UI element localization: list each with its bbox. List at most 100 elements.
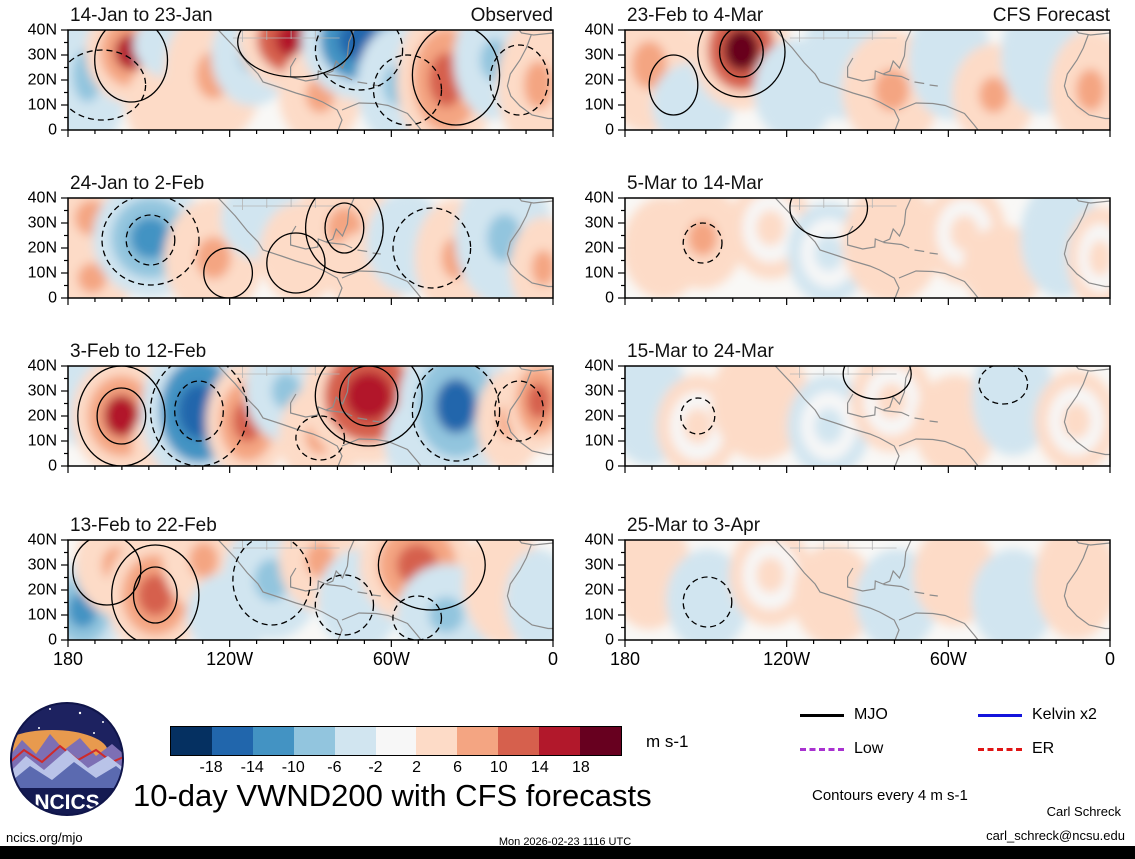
colorbar-bar <box>170 726 622 756</box>
map-panel: 5-Mar to 14-Mar 40N 30N 20N 10N 0 <box>585 173 1111 307</box>
lat-tick-label: 40N <box>585 532 614 549</box>
colorbar-segment <box>171 727 212 755</box>
legend-item-mjo: MJO <box>800 706 978 724</box>
ncics-logo-image: NCICS <box>10 702 124 816</box>
colorbar-segment <box>498 727 540 755</box>
site-url: ncics.org/mjo <box>6 830 83 845</box>
mjo-contours <box>682 576 733 628</box>
lon-tick-label: 0 <box>548 649 558 669</box>
lat-tick-label: 20N <box>28 240 57 257</box>
lat-tick-label: 30N <box>585 215 614 232</box>
coastlines <box>774 30 1110 130</box>
lat-tick-label: 30N <box>28 557 57 574</box>
state-borders <box>789 30 897 42</box>
lat-tick-label: 10N <box>28 433 57 450</box>
panel-date-range: 25-Mar to 3-Apr <box>627 515 761 536</box>
lat-tick-label: 0 <box>605 632 614 649</box>
timestamp: Mon 2026-02-23 1116 UTC <box>498 836 632 848</box>
map-plot: 40N 30N 20N 10N 0 <box>28 22 554 139</box>
anomaly-field <box>625 540 1110 640</box>
map-panel: 23-Feb to 4-Mar CFS Forecast 40N 30N 20N 10N 0 <box>585 5 1111 139</box>
colorbar-segment <box>211 727 253 755</box>
anomaly-field <box>68 198 553 298</box>
coastlines <box>217 198 553 298</box>
lat-tick-label: 20N <box>585 72 614 89</box>
mjo-contours <box>77 366 545 466</box>
lat-tick-label: 0 <box>48 122 57 139</box>
mjo-contours <box>680 366 1029 435</box>
anomaly-field <box>625 198 1110 298</box>
bottom-bar <box>0 846 1135 859</box>
lat-tick-label: 30N <box>585 47 614 64</box>
lon-tick-label: 120W <box>206 649 253 669</box>
lon-tick-label: 0 <box>1105 649 1115 669</box>
mjo-contours <box>72 540 486 640</box>
anomaly-field <box>625 366 1110 466</box>
colorbar-tick-label: 6 <box>453 759 463 776</box>
axis-ticks <box>618 29 1111 137</box>
lon-tick-label: 180 <box>610 649 640 669</box>
colorbar-segment <box>457 727 499 755</box>
map-panel: 14-Jan to 23-Jan Observed 40N 30N 20N 10N 0 <box>28 5 554 139</box>
anomaly-field <box>625 30 1110 130</box>
lat-tick-label: 0 <box>48 632 57 649</box>
panel-date-range: 13-Feb to 22-Feb <box>70 515 217 536</box>
anomaly-field <box>68 366 553 466</box>
colorbar-tick-label: 2 <box>412 759 421 776</box>
state-borders <box>232 30 340 42</box>
axis-ticks <box>61 29 554 137</box>
colorbar-segment <box>252 727 294 755</box>
colorbar-tick-label: -2 <box>368 759 383 776</box>
panel-date-range: 3-Feb to 12-Feb <box>70 341 207 362</box>
lat-tick-label: 40N <box>28 358 57 375</box>
colorbar-tick-label: -10 <box>281 759 305 776</box>
colorbar-segment <box>334 727 376 755</box>
colorbar-tick-label: -18 <box>199 759 223 776</box>
map-plot: 40N 30N 20N 10N 0 <box>28 190 554 307</box>
legend-label: Kelvin x2 <box>1032 706 1097 723</box>
coastlines <box>774 198 1110 298</box>
colorbar-tick-label: 18 <box>572 759 590 776</box>
mjo-contours <box>682 198 869 264</box>
lat-tick-label: 20N <box>585 240 614 257</box>
lat-tick-label: 40N <box>28 532 57 549</box>
lat-tick-label: 20N <box>28 72 57 89</box>
mjo-contours <box>68 30 549 126</box>
map-panel: 3-Feb to 12-Feb 40N 30N 20N 10N 0 <box>28 341 554 475</box>
panel-date-range: 5-Mar to 14-Mar <box>627 173 764 194</box>
lat-tick-label: 30N <box>585 557 614 574</box>
lon-tick-label: 120W <box>763 649 810 669</box>
legend-line-sample <box>800 747 844 751</box>
colorbar-units-label: m s-1 <box>646 732 689 751</box>
lat-tick-label: 20N <box>585 408 614 425</box>
map-plot: 40N 30N 20N 10N 0 <box>585 358 1111 475</box>
map-panel: 25-Mar to 3-Apr 40N 30N 20N 10N 0 180 120W 60W 0 <box>585 515 1115 669</box>
axis-ticks <box>618 197 1111 305</box>
axis-ticks <box>618 365 1111 473</box>
axis-ticks <box>61 365 554 473</box>
legend-line-sample <box>800 713 844 717</box>
mjo-contours <box>648 30 786 116</box>
colorbar: -18 -14 -10 -6 -2 2 6 10 14 18 <box>170 726 622 781</box>
panel-date-range: 14-Jan to 23-Jan <box>70 5 213 26</box>
panel-date-range: 15-Mar to 24-Mar <box>627 341 774 362</box>
legend: MJO Kelvin x2 Low ER <box>800 706 1135 758</box>
colorbar-tick-label: -6 <box>327 759 342 776</box>
lat-tick-label: 40N <box>28 190 57 207</box>
state-borders <box>789 540 897 552</box>
legend-item-low: Low <box>800 740 978 758</box>
map-panel: 24-Jan to 2-Feb 40N 30N 20N 10N 0 <box>28 173 554 307</box>
legend-label: ER <box>1032 740 1055 757</box>
credit-name: Carl Schreck <box>1046 804 1121 819</box>
lat-tick-label: 30N <box>28 215 57 232</box>
lat-tick-label: 10N <box>28 265 57 282</box>
state-borders <box>789 198 897 210</box>
map-plot: 40N 30N 20N 10N 0 <box>28 358 554 475</box>
ncics-logo: NCICS <box>8 700 126 818</box>
lat-tick-label: 0 <box>48 290 57 307</box>
map-panel: 13-Feb to 22-Feb 40N 30N 20N 10N 0 180 120W 60W 0 <box>28 515 558 670</box>
colorbar-tick-label: 14 <box>530 759 549 776</box>
map-plot: 40N 30N 20N 10N 0 <box>585 190 1111 307</box>
